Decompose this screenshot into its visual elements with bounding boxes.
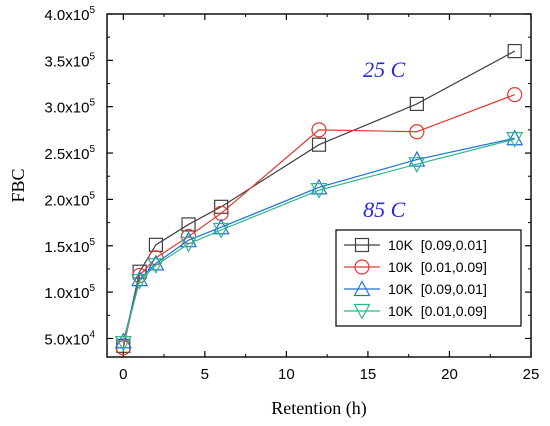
data-point-series-4 (131, 273, 149, 290)
series-line-2 (122, 94, 515, 348)
series-line-1 (122, 50, 515, 347)
y-tick-label: 1.0x105 (44, 283, 95, 302)
data-point-series-3 (131, 270, 149, 287)
legend-label: 10K [0.09,0.01] (388, 237, 487, 253)
legend-label: 10K [0.01,0.09] (388, 259, 487, 275)
legend-marker (354, 237, 370, 253)
data-point-series-4 (310, 183, 328, 199)
data-point-series-1 (311, 137, 327, 152)
annotation-1: 25 C (363, 57, 406, 82)
annotation-2: 85 C (363, 197, 406, 222)
data-point-series-3 (506, 129, 524, 146)
data-point-series-4 (212, 222, 230, 239)
data-point-series-2 (311, 122, 327, 138)
data-point-series-3 (114, 332, 132, 349)
legend-marker (353, 280, 371, 297)
y-tick-label: 4.0x105 (44, 5, 95, 24)
data-point-series-3 (310, 178, 328, 195)
legend-label: 10K [0.01,0.09] (388, 303, 487, 319)
data-point-series-2 (507, 87, 523, 103)
data-point-series-2 (409, 124, 425, 140)
data-point-series-4 (408, 157, 426, 173)
plot-frame (106, 13, 532, 358)
x-tick-label: 15 (360, 366, 377, 383)
data-point-series-1 (507, 43, 522, 59)
y-tick-label: 5.0x104 (44, 329, 95, 348)
data-point-series-1 (181, 217, 196, 232)
data-point-series-3 (212, 218, 230, 235)
data-point-series-4 (114, 335, 132, 352)
x-tick-label: 5 (201, 366, 209, 383)
legend-label: 10K [0.09,0.01] (388, 281, 487, 297)
x-tick-label: 0 (119, 366, 127, 383)
data-point-series-1 (409, 96, 424, 112)
series-line-4 (122, 138, 515, 344)
x-axis-title: Retention (h) (271, 398, 366, 419)
data-point-series-4 (180, 236, 198, 253)
y-tick-label: 1.5x105 (44, 237, 95, 256)
x-tick-label: 25 (523, 366, 540, 383)
y-tick-label: 3.5x105 (44, 51, 95, 70)
legend-marker (354, 259, 370, 275)
data-point-series-4 (147, 258, 165, 274)
y-tick-label: 3.0x105 (44, 98, 95, 117)
x-tick-label: 20 (441, 366, 458, 383)
data-point-series-4 (506, 132, 524, 148)
y-tick-label: 2.0x105 (44, 190, 95, 209)
data-point-series-3 (180, 231, 198, 248)
data-point-series-3 (408, 150, 426, 167)
x-tick-label: 10 (278, 366, 295, 383)
y-tick-label: 2.5x105 (44, 144, 95, 163)
legend-marker (353, 303, 371, 320)
y-axis-title: FBC (8, 168, 28, 202)
